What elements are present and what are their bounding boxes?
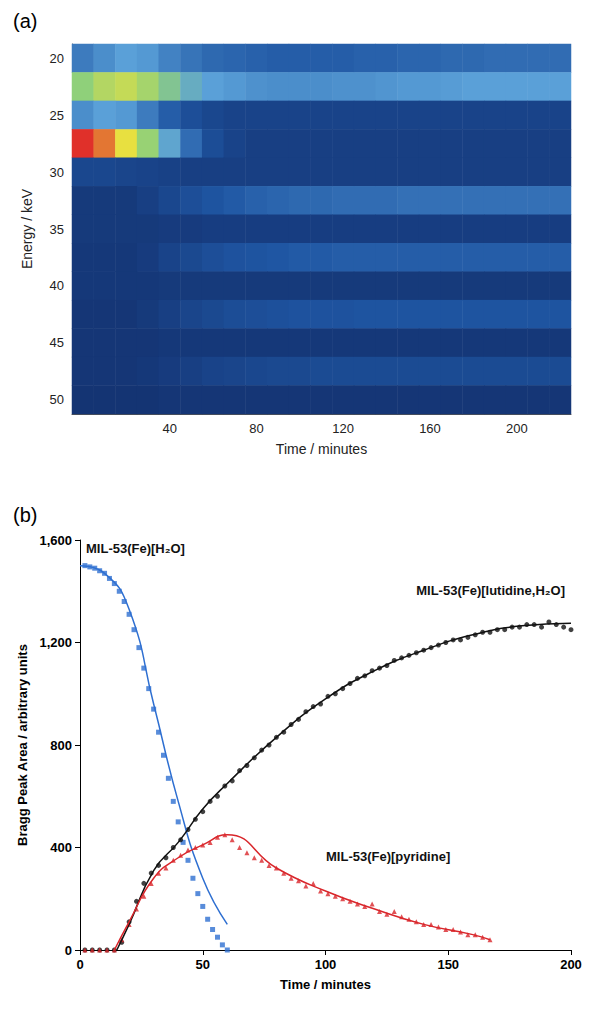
svg-text:200: 200 — [560, 957, 582, 972]
svg-text:MIL-53(Fe)[lutidine,H₂O]: MIL-53(Fe)[lutidine,H₂O] — [416, 583, 565, 598]
svg-text:(a): (a) — [13, 10, 37, 32]
svg-text:0: 0 — [65, 943, 72, 958]
svg-text:Time / minutes: Time / minutes — [276, 441, 367, 457]
svg-text:20: 20 — [50, 51, 64, 66]
svg-text:50: 50 — [196, 957, 210, 972]
svg-text:MIL-53(Fe)[pyridine]: MIL-53(Fe)[pyridine] — [326, 849, 450, 864]
svg-text:200: 200 — [506, 421, 528, 436]
svg-text:Time / minutes: Time / minutes — [280, 977, 371, 992]
svg-text:25: 25 — [50, 108, 64, 123]
svg-text:150: 150 — [437, 957, 459, 972]
svg-text:120: 120 — [332, 421, 354, 436]
svg-text:40: 40 — [50, 278, 64, 293]
svg-text:30: 30 — [50, 165, 64, 180]
svg-text:1,200: 1,200 — [39, 635, 72, 650]
svg-text:0: 0 — [76, 957, 83, 972]
svg-text:(b): (b) — [13, 504, 37, 526]
svg-text:Bragg Peak Area / arbitrary un: Bragg Peak Area / arbitrary units — [15, 644, 30, 846]
svg-text:MIL-53(Fe)[H₂O]: MIL-53(Fe)[H₂O] — [86, 541, 185, 556]
svg-text:160: 160 — [419, 421, 441, 436]
svg-text:50: 50 — [50, 392, 64, 407]
svg-text:400: 400 — [50, 840, 72, 855]
svg-text:Energy / keV: Energy / keV — [19, 188, 35, 269]
svg-text:1,600: 1,600 — [39, 533, 72, 548]
svg-text:80: 80 — [249, 421, 263, 436]
svg-text:40: 40 — [162, 421, 176, 436]
svg-text:100: 100 — [315, 957, 337, 972]
svg-text:35: 35 — [50, 222, 64, 237]
svg-text:800: 800 — [50, 738, 72, 753]
svg-text:45: 45 — [50, 335, 64, 350]
